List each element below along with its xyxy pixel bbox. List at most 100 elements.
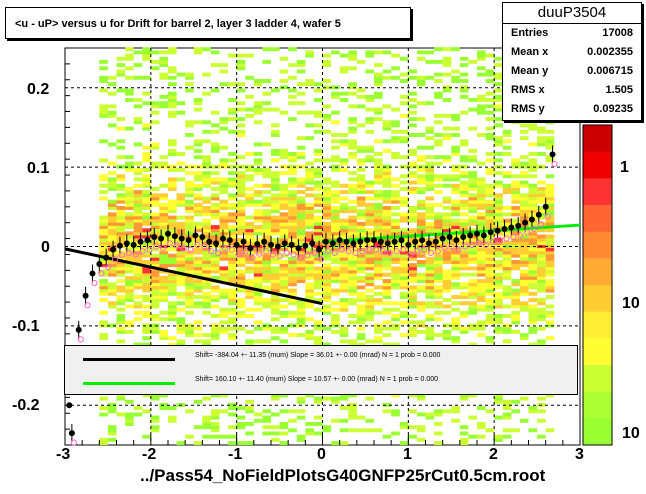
heatmap-cell (176, 263, 186, 268)
profile-marker (350, 240, 357, 247)
heatmap-cell (219, 161, 229, 166)
heatmap-cell (245, 199, 254, 204)
heatmap-cell (193, 285, 203, 290)
heatmap-cell (288, 234, 297, 239)
heatmap-cell (528, 285, 538, 290)
heatmap-cell (382, 167, 392, 172)
heatmap-cell (210, 263, 220, 268)
heatmap-cell (511, 409, 520, 414)
profile-marker (336, 237, 343, 244)
open-marker (352, 249, 359, 256)
heatmap-cell (442, 56, 452, 61)
heatmap-cell (537, 434, 546, 439)
heatmap-cell (502, 272, 512, 277)
heatmap-cell (168, 310, 177, 315)
heatmap-cell (331, 234, 340, 239)
heatmap-cell (339, 158, 349, 163)
heatmap-cell (348, 272, 357, 277)
profile-marker (103, 254, 110, 261)
heatmap-cell (202, 295, 211, 299)
x-tick-label: 2 (489, 446, 498, 463)
open-marker (194, 241, 201, 249)
heatmap-cell (477, 177, 486, 182)
heatmap-cell (374, 190, 383, 195)
heatmap-cell (176, 441, 186, 446)
heatmap-cell (125, 304, 134, 309)
heatmap-cell (193, 301, 203, 306)
heatmap-cell (142, 196, 151, 201)
heatmap-cell (236, 279, 246, 284)
heatmap-cell (528, 317, 538, 322)
heatmap-cell (391, 307, 400, 312)
heatmap-cell (305, 269, 314, 274)
heatmap-cell (228, 98, 237, 102)
heatmap-cell (528, 221, 538, 226)
heatmap-cell (142, 275, 151, 280)
heatmap-cell (210, 253, 220, 258)
heatmap-cell (339, 142, 349, 147)
profile-marker (460, 233, 467, 240)
heatmap-cell (245, 266, 254, 271)
heatmap-cell (99, 234, 108, 239)
heatmap-cell (313, 110, 323, 115)
heatmap-cell (391, 190, 400, 195)
heatmap-cell (528, 310, 538, 315)
heatmap-cell (125, 98, 134, 102)
heatmap-cell (313, 82, 323, 87)
heatmap-cell (168, 187, 177, 191)
heatmap-cell (545, 237, 555, 242)
heatmap-cell (279, 152, 289, 156)
heatmap-cell (202, 253, 211, 258)
heatmap-cell (442, 196, 452, 201)
profile-marker (309, 240, 316, 247)
heatmap-cell (519, 269, 529, 274)
heatmap-cell (528, 142, 538, 147)
heatmap-cell (296, 218, 306, 223)
heatmap-cell (331, 288, 340, 293)
heatmap-cell (219, 393, 229, 398)
heatmap-cell (339, 285, 349, 290)
heatmap-cell (228, 279, 237, 284)
heatmap-cell (142, 272, 151, 277)
heatmap-cell (425, 202, 435, 207)
heatmap-cell (434, 250, 443, 255)
heatmap-cell (416, 221, 426, 226)
heatmap-cell (159, 256, 168, 261)
heatmap-cell (245, 196, 254, 201)
heatmap-cell (451, 202, 460, 207)
heatmap-cell (485, 187, 495, 191)
heatmap-cell (185, 202, 194, 207)
heatmap-cell (348, 215, 357, 220)
heatmap-cell (339, 167, 349, 172)
heatmap-cell (365, 247, 374, 252)
heatmap-cell (142, 285, 151, 290)
heatmap-cell (150, 298, 160, 303)
heatmap-cell (374, 225, 383, 230)
heatmap-cell (253, 228, 263, 233)
heatmap-cell (219, 329, 229, 334)
heatmap-cell (150, 428, 160, 433)
heatmap-cell (288, 117, 297, 122)
heatmap-cell (365, 215, 374, 220)
heatmap-cell (288, 310, 297, 315)
heatmap-cell (279, 215, 289, 220)
heatmap-cell (322, 59, 332, 64)
heatmap-cell (271, 187, 280, 191)
heatmap-cell (296, 333, 306, 338)
heatmap-cell (228, 228, 237, 233)
heatmap-cell (219, 269, 229, 274)
heatmap-cell (262, 415, 271, 420)
heatmap-cell (459, 256, 469, 261)
heatmap-cell (511, 266, 520, 271)
heatmap-cell (451, 177, 460, 182)
heatmap-cell (116, 206, 126, 210)
heatmap-cell (511, 301, 520, 306)
heatmap-cell (434, 275, 443, 280)
profile-marker (522, 219, 529, 226)
heatmap-cell (502, 304, 512, 309)
heatmap-cell (331, 228, 340, 233)
heatmap-cell (356, 295, 366, 299)
heatmap-cell (477, 304, 486, 309)
heatmap-cell (271, 431, 280, 436)
heatmap-cell (219, 63, 229, 68)
